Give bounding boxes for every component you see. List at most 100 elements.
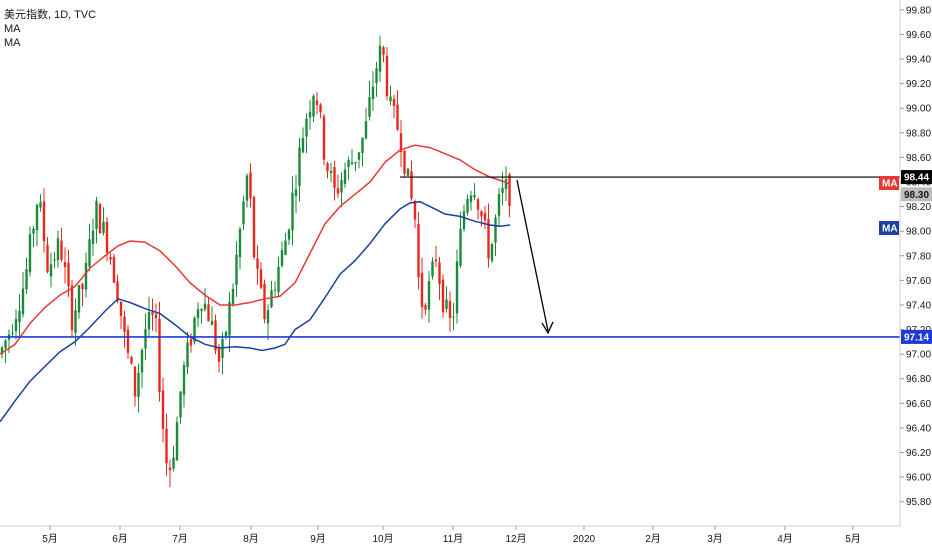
resistance-price-tag-text: 98.44 (904, 173, 929, 184)
candle-body (179, 391, 182, 418)
candle-body (172, 457, 175, 469)
candle-body (368, 97, 371, 117)
moving-average-layer (0, 144, 511, 423)
candle (224, 330, 228, 340)
candle-body (350, 162, 354, 165)
ma-slow-tag-bg (879, 221, 899, 235)
candle (466, 194, 469, 216)
candle-body (406, 168, 410, 176)
symbol-title[interactable]: 美元指数, 1D, TVC (4, 9, 97, 21)
candle-body (231, 288, 235, 305)
candle (364, 108, 368, 140)
candle (410, 160, 413, 201)
candle-body (21, 288, 25, 315)
candle-body (56, 238, 60, 261)
candle (319, 103, 322, 119)
candle-body (175, 421, 179, 461)
candle-body (102, 221, 105, 233)
candle-body (189, 339, 193, 346)
candle (168, 459, 172, 488)
candle-body (501, 187, 504, 194)
candle-body (284, 240, 287, 256)
candle (490, 242, 494, 264)
candle (95, 196, 98, 244)
candle (81, 282, 84, 307)
candle (91, 218, 95, 256)
candle-body (378, 45, 382, 72)
candle (39, 194, 42, 212)
candle (154, 303, 158, 333)
candle-body (70, 285, 74, 331)
candle (312, 93, 315, 123)
time-tick-label: 3月 (707, 533, 723, 545)
ma-indicator-label-1[interactable]: MA (4, 23, 21, 35)
ma-slow-tag-text: MA (882, 224, 898, 235)
candle-body (11, 332, 14, 334)
candle-body (483, 212, 487, 221)
time-tick-label: 8月 (243, 533, 259, 545)
candle-body (207, 304, 210, 322)
candle-body (410, 171, 413, 199)
candle (21, 271, 25, 318)
candle (480, 209, 483, 227)
candle-body (280, 250, 284, 267)
candle-body (228, 301, 231, 336)
candle (378, 35, 382, 82)
candle (350, 149, 354, 166)
candle-body (53, 259, 56, 261)
candle (266, 304, 270, 341)
candle (123, 310, 126, 348)
candle-body (305, 118, 308, 137)
candle-body (473, 194, 476, 198)
candle (196, 302, 200, 327)
candle (326, 161, 329, 179)
time-tick-label: 5月 (845, 533, 861, 545)
candle (340, 172, 343, 208)
candle (354, 162, 357, 172)
ma-indicator-label-2[interactable]: MA (4, 37, 21, 49)
candle (403, 150, 406, 177)
candle-body (88, 239, 91, 267)
candle-body (63, 262, 67, 268)
candle (133, 366, 137, 407)
candle-body (32, 228, 35, 234)
candle-body (137, 372, 140, 397)
time-tick-label: 2020 (573, 534, 596, 545)
candle-body (371, 86, 375, 100)
candle (508, 172, 511, 218)
candle (252, 195, 256, 260)
candle-body (375, 68, 378, 84)
candle-body (490, 243, 494, 261)
candle (445, 286, 448, 313)
candle-body (158, 318, 161, 392)
candle-body (364, 121, 368, 139)
candle-body (98, 204, 102, 234)
candle-body (263, 283, 266, 320)
candle-body (28, 234, 32, 273)
candle-body (266, 310, 270, 324)
candle (49, 252, 53, 288)
candle (263, 279, 266, 324)
candle (469, 190, 473, 211)
candle-body (133, 366, 137, 397)
candle (231, 283, 235, 307)
candle (28, 226, 32, 277)
candle (375, 61, 378, 97)
candle (158, 301, 161, 402)
candle (98, 202, 102, 234)
candle-body (312, 96, 315, 117)
price-tick-label: 96.60 (906, 399, 931, 410)
candle (333, 160, 336, 201)
candle (42, 188, 46, 253)
time-tick-label: 11月 (443, 533, 463, 545)
candle-body (14, 319, 18, 332)
candle-body (319, 104, 322, 113)
last-price-tag-bg (901, 187, 932, 202)
candle-body (462, 211, 466, 230)
candle (473, 183, 476, 201)
candle-body (39, 202, 42, 208)
candle (53, 251, 56, 269)
candle-body (291, 192, 294, 231)
candle (32, 226, 35, 247)
